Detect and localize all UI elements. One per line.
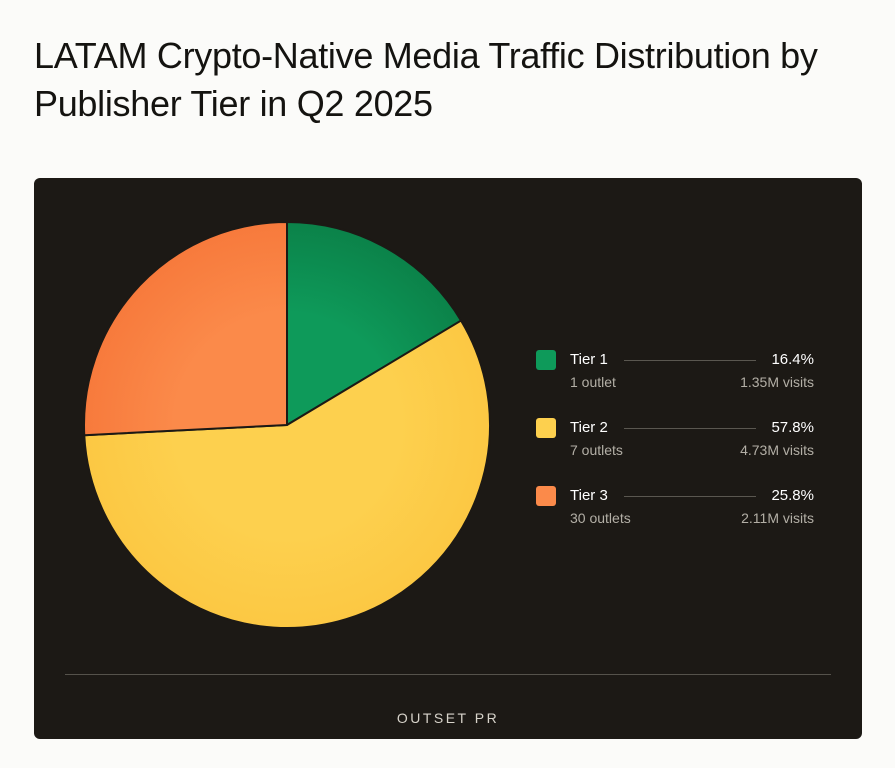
legend-item-tier-3: Tier 3 25.8% 30 outlets 2.11M visits [536,483,814,531]
legend-tier-label: Tier 3 [570,487,608,504]
legend-item-tier-1: Tier 1 16.4% 1 outlet 1.35M visits [536,347,814,395]
legend-percent: 16.4% [771,351,814,368]
legend-visits: 4.73M visits [740,442,814,458]
pie-slice-tier-3 [83,221,288,437]
chart-title: LATAM Crypto-Native Media Traffic Distri… [34,35,818,124]
legend-tier-label: Tier 1 [570,351,608,368]
pie-slice-tier-2 [83,319,491,629]
chart-card: Tier 1 16.4% 1 outlet 1.35M visits Tier … [34,178,862,739]
legend-leader-line [624,428,756,429]
legend-outlet-count: 7 outlets [570,442,623,458]
legend-leader-line [624,496,756,497]
brand-logo: OUTSET PR [396,710,500,726]
legend-outlet-count: 30 outlets [570,510,631,526]
legend-tier-label: Tier 2 [570,419,608,436]
legend-visits: 2.11M visits [741,510,814,526]
legend-outlet-count: 1 outlet [570,374,616,390]
legend-percent: 25.8% [771,487,814,504]
pie-chart [83,221,491,629]
legend-visits: 1.35M visits [740,374,814,390]
legend-leader-line [624,360,756,361]
legend-swatch [536,486,556,506]
legend-percent: 57.8% [771,419,814,436]
legend: Tier 1 16.4% 1 outlet 1.35M visits Tier … [536,347,814,551]
legend-swatch [536,350,556,370]
footer-divider [65,674,831,675]
legend-swatch [536,418,556,438]
pie-slice-tier-1 [286,221,463,426]
legend-item-tier-2: Tier 2 57.8% 7 outlets 4.73M visits [536,415,814,463]
